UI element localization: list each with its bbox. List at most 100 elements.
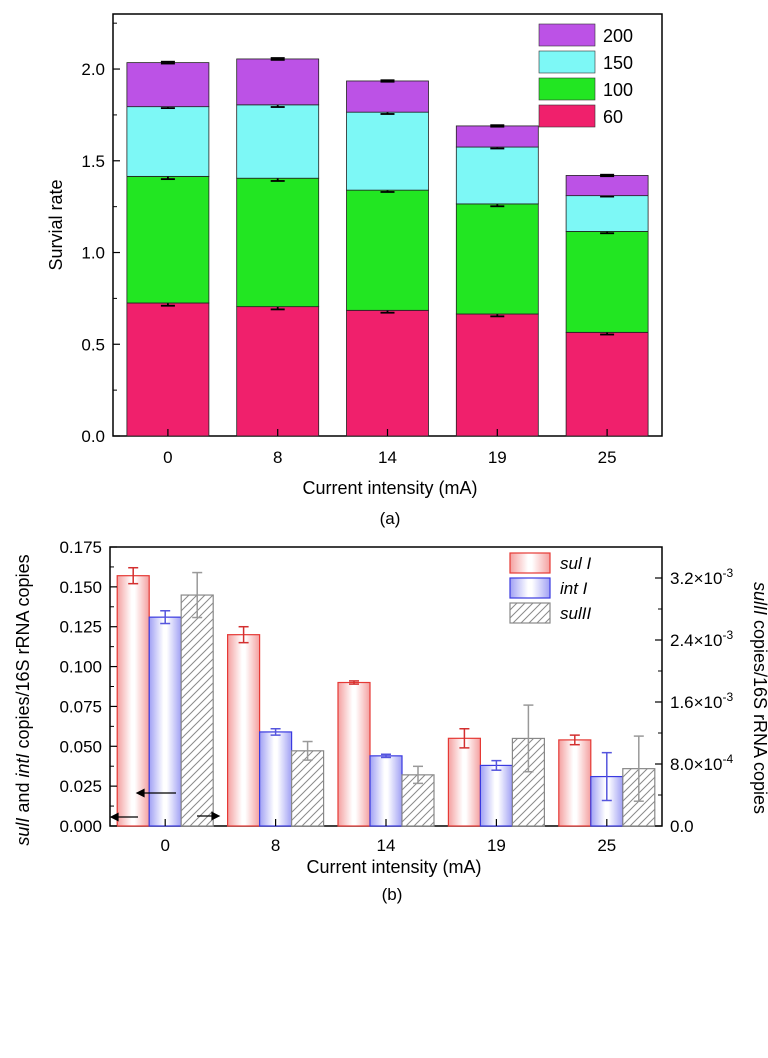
left-axis-arrow-icon [109,812,138,822]
error-bar-200-19 [490,124,505,128]
ylabel-right-part-1: sulII [750,582,768,615]
error-bar-intI-14 [381,753,391,759]
error-bar-sulII-19 [523,704,534,773]
chart-a-legend: 200 150 100 60 [538,23,633,128]
legend-swatch-sulII [509,602,551,624]
bar-150-14 [346,111,429,191]
x-tick-label: 25 [598,448,617,467]
y-left-tick-label: 0.075 [59,697,102,716]
y-left-tick-label: 0.175 [59,538,102,557]
legend-label-200: 200 [603,26,633,46]
chart-b-left-y-axis-title: sulI and intI copies/16S rRNA copies [13,554,33,845]
error-bar-sulI-14 [349,680,359,685]
bar-sulI-19 [447,737,481,827]
chart-a-bars [126,57,649,437]
error-bar-intI-25 [601,751,612,802]
error-bar-sulII-25 [633,735,644,802]
y-right-tick-label: 8.0×10-4 [670,752,733,774]
x-tick-label: 8 [273,448,282,467]
bar-intI-0 [148,616,182,827]
bar-150-19 [455,146,539,205]
error-bar-sulII-14 [413,765,423,785]
legend-label-intI: int I [560,579,588,598]
legend-swatch-60 [538,104,596,128]
error-bar-sulI-19 [459,727,470,749]
bar-100-25 [565,231,649,333]
bar-200-8 [236,58,320,106]
y-right-tick-label: 3.2×10-3 [670,566,733,588]
y-left-tick-label: 0.000 [59,817,102,836]
legend-label-sulII: sulII [560,604,591,623]
x-tick-label: 19 [488,448,507,467]
right-axis-arrow-icon [197,811,221,821]
ylabel-right-part-2: copies/16S rRNA copies [750,615,768,814]
bar-60-19 [455,313,539,437]
bar-intI-14 [369,755,403,827]
y-tick-label: 1.0 [81,244,105,263]
bar-100-19 [455,203,539,315]
error-bar-200-25 [600,173,615,178]
chart-b-x-axis-title: Current intensity (mA) [306,857,481,877]
x-tick-label: 0 [163,448,172,467]
error-bar-sulI-8 [238,625,249,644]
bar-sulI-8 [227,634,261,827]
y-right-tick-label: 1.6×10-3 [670,690,733,712]
error-bar-intI-19 [491,759,502,771]
bar-sulII-8 [291,750,325,827]
left-axis-arrow-icon [135,788,176,798]
bar-sulI-25 [558,739,592,827]
chart-a-panel-label: (a) [380,509,401,528]
legend-label-100: 100 [603,80,633,100]
error-bar-200-0 [160,60,175,65]
chart-b-x-axis: 0 8 14 19 25 [160,819,616,855]
bar-60-25 [565,331,649,437]
bar-60-14 [346,309,429,437]
legend-swatch-150 [538,50,596,74]
legend-swatch-200 [538,23,596,47]
bar-intI-19 [479,764,513,827]
y-right-tick-label: 2.4×10-3 [670,628,733,650]
bar-100-14 [346,189,429,311]
legend-label-60: 60 [603,107,623,127]
y-right-tick-label: 0.0 [670,817,694,836]
bar-intI-8 [259,731,293,827]
ylabel-left-part-2: and [13,778,33,818]
chart-b-legend: sul I int I sulII [509,552,591,624]
error-bar-sulI-25 [569,734,580,746]
y-left-tick-label: 0.125 [59,618,102,637]
bar-60-0 [126,302,210,437]
chart-b-panel-label: (b) [382,885,403,904]
x-tick-label: 14 [377,836,396,855]
y-left-tick-label: 0.025 [59,777,102,796]
bar-150-0 [126,106,210,177]
bar-sulI-14 [337,681,371,827]
y-tick-label: 0.0 [81,427,105,446]
chart-b-bars [116,566,656,827]
chart-a-y-axis-title: Survial rate [46,179,66,270]
chart-b-right-y-axis-title: sulII copies/16S rRNA copies [750,582,768,814]
bar-150-25 [565,195,649,232]
legend-label-sulI: sul I [560,554,591,573]
bar-150-8 [236,104,320,179]
legend-swatch-100 [538,77,596,101]
ylabel-left-part-3: intI [13,754,33,778]
ylabel-left-part-4: copies/16S rRNA copies [13,554,33,753]
legend-swatch-sulI [509,552,551,574]
chart-b-right-y-axis: 0.0 8.0×10-4 1.6×10-3 2.4×10-3 3.2×10-3 [655,566,733,836]
bar-200-0 [126,62,210,108]
y-left-tick-label: 0.150 [59,578,102,597]
legend-swatch-intI [509,577,551,599]
x-tick-label: 25 [597,836,616,855]
error-bar-sulII-8 [302,740,313,761]
bar-100-0 [126,175,210,304]
error-bar-sulII-0 [192,571,203,619]
bar-sulI-0 [116,575,150,827]
y-tick-label: 2.0 [81,60,105,79]
y-left-tick-label: 0.100 [59,658,102,677]
chart-a-y-axis: 0.0 0.5 1.0 1.5 2.0 [81,22,120,446]
chart-a-x-axis: 0 8 14 19 25 [163,429,617,467]
error-bar-intI-8 [270,727,281,736]
bar-60-8 [236,306,320,437]
bar-100-8 [236,177,320,308]
bar-sulII-0 [180,594,214,827]
